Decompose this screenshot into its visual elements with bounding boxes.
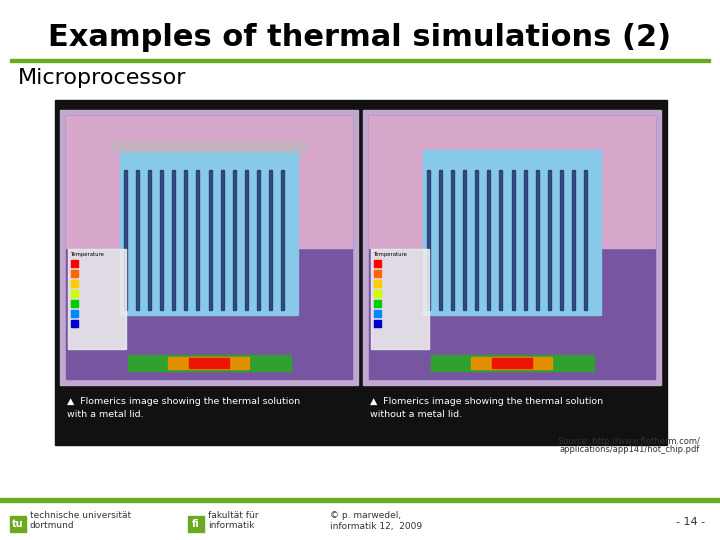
Bar	[471, 357, 552, 369]
Text: Microprocessor: Microprocessor	[18, 68, 186, 88]
Bar	[439, 170, 442, 310]
Bar	[160, 170, 163, 310]
Bar	[363, 110, 661, 385]
Bar	[233, 170, 236, 310]
Text: fi: fi	[192, 519, 200, 529]
Bar	[374, 320, 381, 327]
Bar	[66, 116, 352, 379]
Text: informatik: informatik	[208, 522, 254, 530]
Text: ▲  Flomerics image showing the thermal solution
without a metal lid.: ▲ Flomerics image showing the thermal so…	[370, 397, 603, 419]
Bar	[257, 170, 260, 310]
Text: Temperature: Temperature	[71, 252, 105, 257]
Text: Temperature: Temperature	[374, 252, 408, 257]
Bar	[60, 391, 358, 443]
Bar	[71, 270, 78, 277]
Text: informatik 12,  2009: informatik 12, 2009	[330, 522, 422, 530]
Bar	[184, 170, 187, 310]
Text: dortmund: dortmund	[30, 522, 75, 530]
Bar	[374, 300, 381, 307]
Bar	[475, 170, 478, 310]
Bar	[66, 116, 352, 248]
Bar	[584, 170, 587, 310]
Bar	[427, 170, 430, 310]
Bar	[463, 170, 466, 310]
Bar	[572, 170, 575, 310]
Bar	[245, 170, 248, 310]
Bar	[374, 260, 381, 267]
Bar	[148, 170, 151, 310]
Bar	[71, 290, 78, 297]
Bar	[196, 170, 199, 310]
Bar	[209, 170, 212, 310]
Bar	[536, 170, 539, 310]
Bar	[560, 170, 563, 310]
Bar	[374, 290, 381, 297]
Bar	[172, 170, 175, 310]
Bar	[499, 170, 502, 310]
Bar	[487, 170, 490, 310]
Bar	[512, 170, 515, 310]
Text: ▲  Flomerics image showing the thermal solution
with a metal lid.: ▲ Flomerics image showing the thermal so…	[67, 397, 300, 419]
Bar	[55, 100, 667, 445]
Bar	[374, 270, 381, 277]
Bar	[60, 110, 358, 385]
Text: © p. marwedel,: © p. marwedel,	[330, 511, 401, 521]
Text: technische universität: technische universität	[30, 511, 131, 521]
Bar	[548, 170, 551, 310]
Bar	[369, 116, 655, 248]
Bar	[374, 310, 381, 317]
Bar	[68, 249, 126, 349]
Bar	[128, 355, 291, 371]
Bar	[120, 150, 298, 315]
Text: fakultät für: fakultät für	[208, 511, 258, 521]
Bar	[136, 170, 139, 310]
Text: applications/app141/hot_chip.pdf: applications/app141/hot_chip.pdf	[559, 445, 700, 454]
Bar	[369, 116, 655, 379]
Bar	[71, 260, 78, 267]
Bar	[524, 170, 527, 310]
Bar	[269, 170, 272, 310]
Bar	[10, 516, 26, 532]
Bar	[0, 498, 720, 502]
Text: - 14 -: - 14 -	[676, 517, 705, 527]
Bar	[188, 516, 204, 532]
Bar	[221, 170, 224, 310]
Bar	[113, 142, 306, 152]
Bar	[451, 170, 454, 310]
Bar	[374, 280, 381, 287]
Bar	[363, 391, 661, 443]
Bar	[71, 280, 78, 287]
Bar	[371, 249, 429, 349]
Text: Source: http://www.flotherm.com/: Source: http://www.flotherm.com/	[558, 437, 700, 446]
Bar	[423, 150, 601, 315]
Bar	[10, 59, 710, 62]
Bar	[431, 355, 594, 371]
Bar	[71, 300, 78, 307]
Bar	[492, 358, 532, 368]
Text: Examples of thermal simulations (2): Examples of thermal simulations (2)	[48, 24, 672, 52]
Bar	[168, 357, 249, 369]
Bar	[124, 170, 127, 310]
Bar	[71, 310, 78, 317]
Text: tu: tu	[12, 519, 24, 529]
Bar	[189, 358, 229, 368]
Bar	[281, 170, 284, 310]
Bar	[71, 320, 78, 327]
